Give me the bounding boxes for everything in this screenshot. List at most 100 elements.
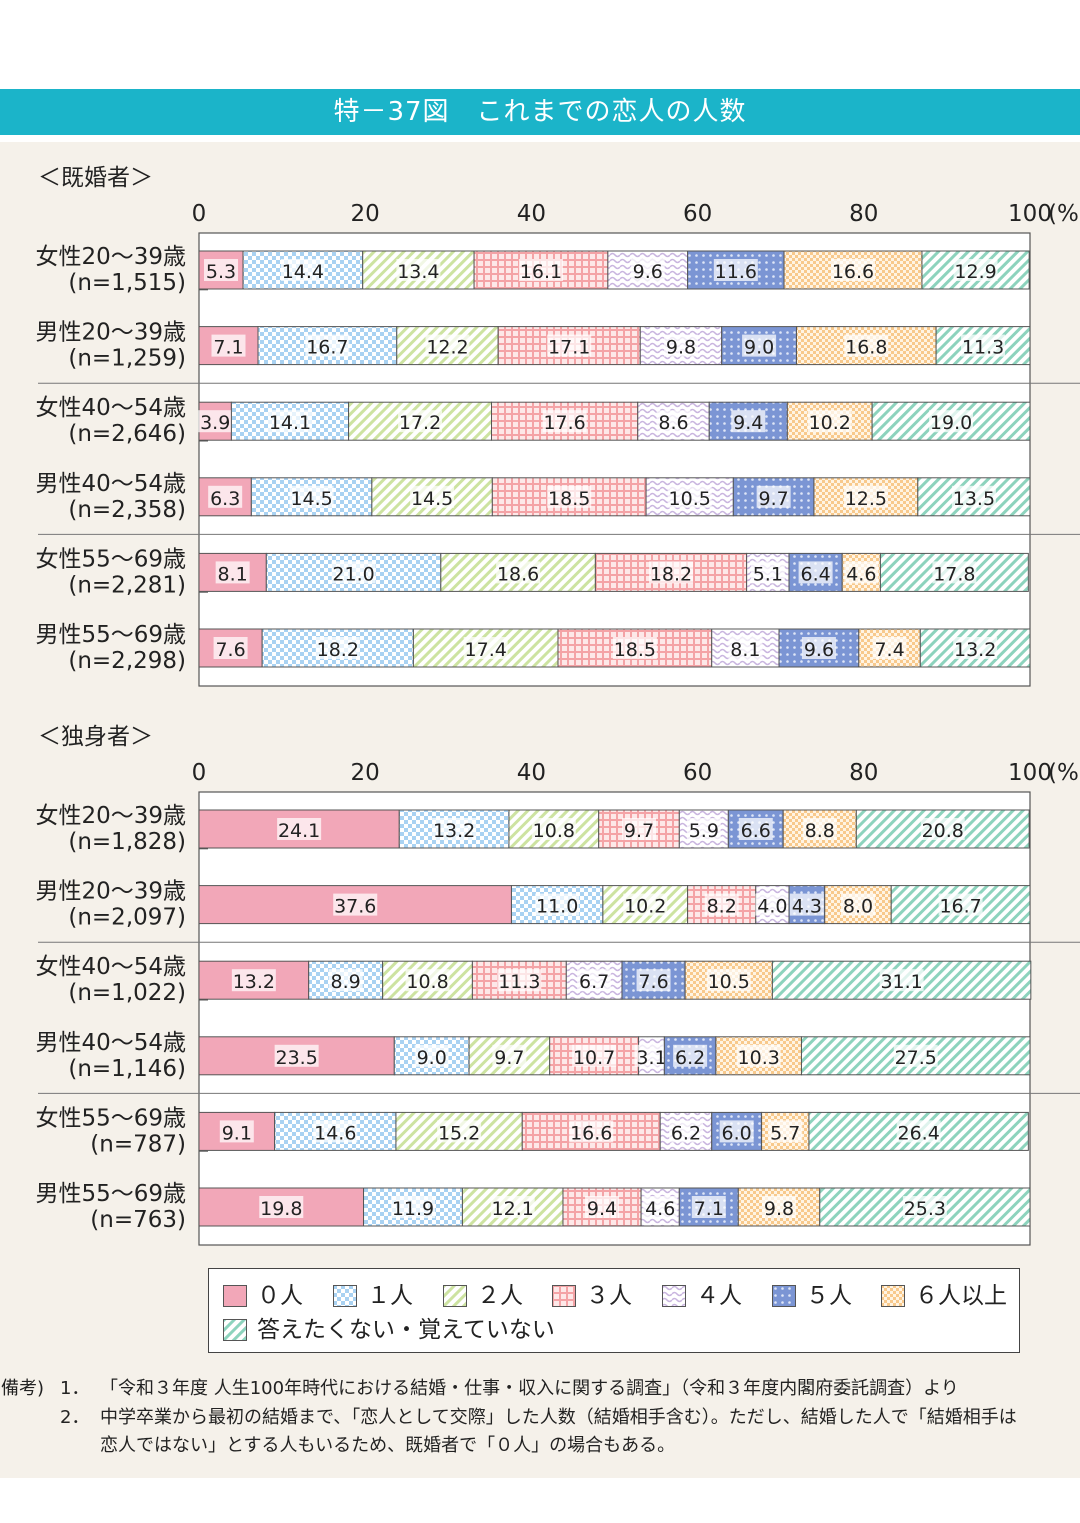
data-label-bg [490, 1196, 535, 1218]
data-label: 5.1 [753, 563, 783, 585]
data-label-bg [843, 485, 888, 508]
data-label: 17.6 [543, 412, 585, 434]
data-label-bg [691, 1196, 726, 1218]
data-label: 16.8 [845, 337, 887, 359]
data-label-bg [267, 410, 312, 433]
data-label-bg [219, 1120, 254, 1143]
data-label: 6.2 [675, 1047, 705, 1069]
tick-label: 20 [351, 760, 380, 786]
data-label: 14.4 [282, 261, 324, 283]
data-label: 4.0 [757, 896, 787, 918]
data-label: 8.1 [730, 639, 760, 661]
data-label-bg [315, 637, 360, 659]
data-label: 12.1 [492, 1198, 534, 1220]
data-label: 12.5 [845, 488, 887, 510]
data-label-bg [547, 334, 592, 357]
figure-title: 特－37図 これまでの恋人の人数 [0, 89, 1080, 135]
notes-label: (備考) [0, 1378, 45, 1399]
data-label-bg [738, 818, 773, 840]
data-label: 14.5 [290, 488, 332, 510]
data-label: 18.5 [548, 488, 590, 510]
data-label-bg [750, 561, 785, 584]
tick-label: 100 [1008, 760, 1052, 786]
legend-label: ２人 [477, 1283, 523, 1309]
data-label: 7.4 [874, 639, 904, 661]
data-label-bg [768, 1120, 803, 1143]
data-label-bg [208, 485, 243, 508]
data-label: 9.8 [666, 337, 696, 359]
section-title: ＜独身者＞ [38, 724, 153, 750]
data-label-bg [231, 969, 276, 992]
data-label-bg [932, 561, 977, 584]
data-label-bg [289, 485, 334, 508]
data-label: 16.7 [306, 337, 348, 359]
data-label-bg [331, 561, 376, 584]
data-label: 14.1 [269, 412, 311, 434]
data-label: 5.7 [770, 1122, 800, 1144]
data-label-bg [649, 561, 694, 584]
data-label: 6.2 [671, 1122, 701, 1144]
data-label-bg [518, 259, 563, 281]
row-sample-size: (n=2,298) [68, 648, 186, 674]
data-label: 12.9 [954, 261, 996, 283]
data-label: 3.1 [636, 1047, 666, 1069]
data-label: 10.2 [809, 412, 851, 434]
bar-row: 女性20～39歳(n=1,515) 5.3 14.4 13.4 16.1 9.6 11.6 1… [35, 244, 1030, 296]
data-label-bg [425, 334, 470, 357]
data-label-bg [585, 1196, 620, 1218]
row-label: 男性55～69歳 [35, 1181, 186, 1207]
plot-area [198, 232, 1031, 687]
bar-row: 男性20～39歳(n=1,259) 7.1 16.7 12.2 17.1 9.8 9.0 16… [35, 320, 1031, 372]
row-sample-size: (n=2,281) [68, 572, 186, 598]
data-label-bg [542, 410, 587, 433]
data-label: 12.2 [426, 337, 468, 359]
data-label-bg [643, 1196, 678, 1218]
data-label-bg [830, 259, 875, 281]
data-label-bg [547, 485, 592, 508]
legend-label: ５人 [806, 1283, 852, 1309]
data-label-bg [953, 259, 998, 281]
data-label: 25.3 [904, 1198, 946, 1220]
data-label-bg [920, 818, 965, 840]
data-label-bg [755, 893, 790, 916]
row-sample-size: (n=1,259) [68, 346, 186, 372]
data-label: 10.7 [573, 1047, 615, 1069]
data-label-bg [731, 410, 766, 433]
data-label: 13.2 [954, 639, 996, 661]
row-label: 女性55～69歳 [35, 546, 186, 572]
tick-label: 20 [351, 201, 380, 227]
data-label-bg [798, 561, 833, 584]
data-label-bg [736, 1044, 781, 1067]
data-label: 18.5 [614, 639, 656, 661]
data-label: 11.3 [498, 971, 540, 993]
data-label: 9.7 [494, 1047, 524, 1069]
data-label-bg [623, 893, 668, 916]
data-label: 8.9 [331, 971, 361, 993]
data-label-bg [663, 334, 698, 357]
data-label: 11.9 [392, 1198, 434, 1220]
note-2-text-line2: 恋人ではない」とする人もいるため、既婚者で「０人」の場合もある。 [100, 1435, 676, 1456]
data-label-bg [305, 334, 350, 357]
data-label-bg [872, 637, 907, 659]
data-label: 6.3 [210, 488, 240, 510]
data-label-bg [807, 410, 852, 433]
row-label: 男性55～69歳 [35, 622, 186, 648]
data-label-bg [437, 1120, 482, 1143]
data-label-bg [789, 893, 824, 916]
data-label: 8.2 [707, 896, 737, 918]
bar-row: 男性40～54歳(n=2,358) 6.3 14.5 14.5 18.5 10.5 9.7 1… [35, 471, 1031, 523]
data-label: 6.7 [579, 971, 609, 993]
row-sample-size: (n=1,146) [68, 1056, 186, 1082]
data-label-bg [569, 1120, 614, 1143]
data-label: 14.5 [411, 488, 453, 510]
data-label-bg [398, 410, 443, 433]
data-label: 11.6 [715, 261, 757, 283]
section-title: ＜既婚者＞ [38, 165, 153, 191]
bar-segment [819, 1187, 1031, 1227]
data-label: 7.6 [638, 971, 668, 993]
data-label-bg [612, 637, 657, 659]
data-label: 17.8 [933, 563, 975, 585]
tick-label: 100 [1008, 201, 1052, 227]
tick-label: 80 [849, 760, 878, 786]
tick-label: 0 [192, 201, 207, 227]
